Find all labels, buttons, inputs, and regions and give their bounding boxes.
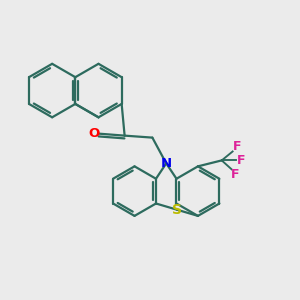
Text: N: N [161,157,172,170]
Text: F: F [233,140,242,153]
Text: S: S [172,203,182,217]
Text: F: F [231,168,240,181]
Text: O: O [88,127,100,140]
Text: F: F [237,154,246,167]
